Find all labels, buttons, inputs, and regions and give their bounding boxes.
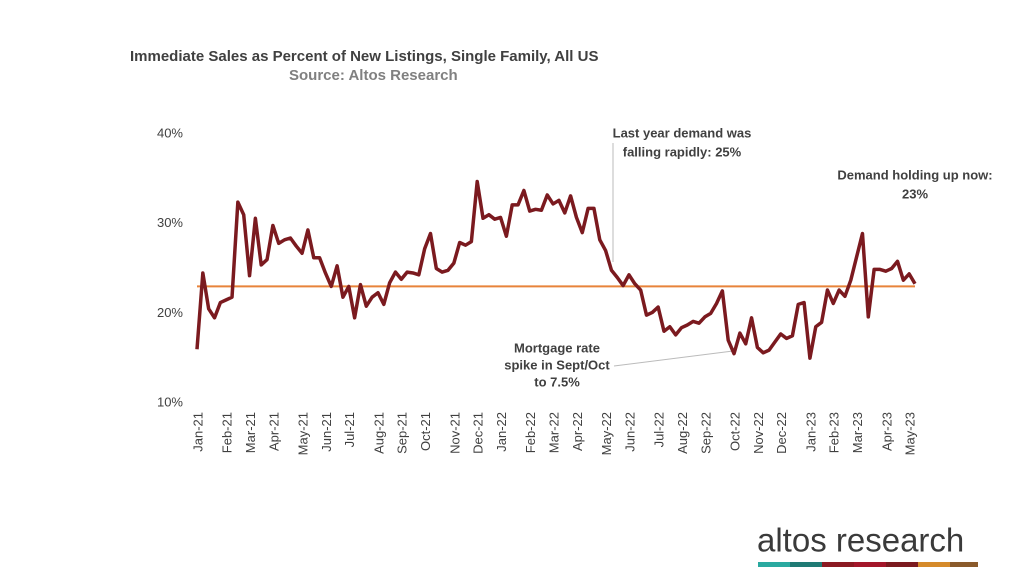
x-tick-label: Sep-22 bbox=[698, 412, 713, 454]
x-tick-label: Aug-21 bbox=[371, 412, 386, 454]
x-tick-label: Jul-22 bbox=[652, 412, 667, 447]
chart-subtitle: Source: Altos Research bbox=[289, 67, 458, 84]
chart-title: Immediate Sales as Percent of New Listin… bbox=[130, 48, 598, 65]
x-tick-label: Dec-21 bbox=[471, 412, 486, 454]
y-tick-label: 30% bbox=[157, 215, 183, 230]
annotation: Mortgage rate bbox=[514, 340, 600, 355]
x-tick-label: Oct-22 bbox=[727, 412, 742, 451]
x-tick-label: Dec-22 bbox=[774, 412, 789, 454]
x-tick-label: May-22 bbox=[599, 412, 614, 455]
x-tick-label: May-23 bbox=[903, 412, 918, 455]
x-tick-label: Jan-22 bbox=[494, 412, 509, 452]
x-tick-label: Jun-22 bbox=[622, 412, 637, 452]
y-tick-label: 40% bbox=[157, 125, 183, 140]
x-tick-label: May-21 bbox=[296, 412, 311, 455]
y-tick-label: 10% bbox=[157, 394, 183, 409]
x-tick-label: Feb-22 bbox=[523, 412, 538, 453]
annotation: spike in Sept/Oct bbox=[504, 357, 610, 372]
x-tick-label: Mar-23 bbox=[850, 412, 865, 453]
x-tick-label: Jan-21 bbox=[190, 412, 205, 452]
x-tick-label: Apr-21 bbox=[266, 412, 281, 451]
x-tick-label: Jan-23 bbox=[803, 412, 818, 452]
x-tick-label: Apr-22 bbox=[570, 412, 585, 451]
x-tick-label: Nov-21 bbox=[447, 412, 462, 454]
x-tick-label: Mar-21 bbox=[243, 412, 258, 453]
x-tick-label: Sep-21 bbox=[395, 412, 410, 454]
annotation: to 7.5% bbox=[534, 374, 580, 389]
logo-bar bbox=[758, 562, 978, 567]
y-tick-label: 20% bbox=[157, 305, 183, 320]
x-tick-label: Jul-21 bbox=[342, 412, 357, 447]
x-tick-label: Aug-22 bbox=[675, 412, 690, 454]
annotation: Demand holding up now: bbox=[837, 167, 992, 182]
annotation: falling rapidly: 25% bbox=[623, 144, 742, 159]
data-line bbox=[195, 179, 917, 360]
x-tick-label: Apr-23 bbox=[879, 412, 894, 451]
annotation: 23% bbox=[902, 186, 928, 201]
x-tick-label: Feb-23 bbox=[827, 412, 842, 453]
x-tick-label: Oct-21 bbox=[418, 412, 433, 451]
x-tick-label: Nov-22 bbox=[751, 412, 766, 454]
x-tick-label: Feb-21 bbox=[220, 412, 235, 453]
leader-line bbox=[613, 350, 734, 367]
x-tick-label: Mar-22 bbox=[547, 412, 562, 453]
x-tick-label: Jun-21 bbox=[319, 412, 334, 452]
logo: altos research bbox=[757, 522, 964, 559]
annotation: Last year demand was bbox=[613, 125, 752, 140]
